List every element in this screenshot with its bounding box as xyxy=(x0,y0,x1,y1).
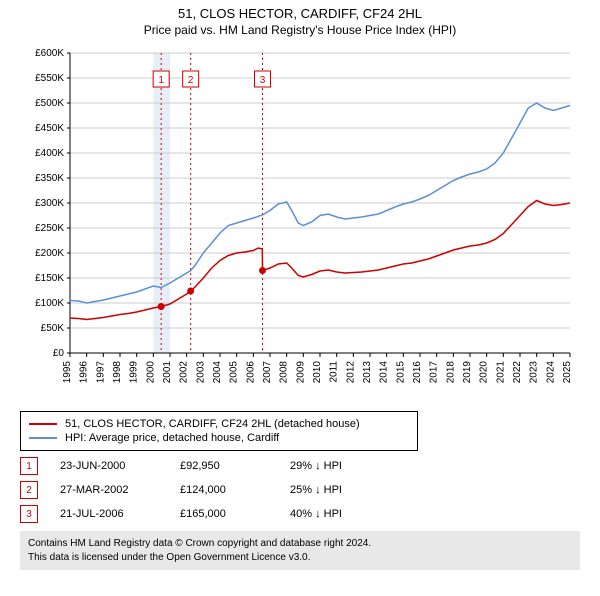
legend: 51, CLOS HECTOR, CARDIFF, CF24 2HL (deta… xyxy=(20,411,418,451)
svg-text:2007: 2007 xyxy=(262,361,273,384)
legend-item: HPI: Average price, detached house, Card… xyxy=(29,432,409,444)
svg-text:2020: 2020 xyxy=(479,361,490,384)
svg-text:2014: 2014 xyxy=(379,361,390,384)
svg-text:2002: 2002 xyxy=(179,361,190,384)
svg-text:2001: 2001 xyxy=(162,361,173,384)
svg-text:1998: 1998 xyxy=(112,361,123,384)
svg-text:3: 3 xyxy=(260,75,266,86)
svg-text:£300K: £300K xyxy=(35,198,64,209)
footer-line-1: Contains HM Land Registry data © Crown c… xyxy=(28,537,572,551)
svg-text:2016: 2016 xyxy=(412,361,423,384)
svg-text:2023: 2023 xyxy=(529,361,540,384)
chart-container: £0 £50K £100K £150K £200K £250K £300K £350K £400… xyxy=(20,43,580,403)
chart-subtitle: Price paid vs. HM Land Registry's House … xyxy=(0,23,600,37)
event-row: 3 21-JUL-2006£165,00040% ↓ HPI xyxy=(20,505,580,523)
svg-text:£450K: £450K xyxy=(35,123,64,134)
price-chart: £0 £50K £100K £150K £200K £250K £300K £350K £400… xyxy=(20,43,580,403)
svg-text:2024: 2024 xyxy=(545,361,556,384)
event-delta: 25% ↓ HPI xyxy=(290,484,410,496)
legend-label: HPI: Average price, detached house, Card… xyxy=(65,432,279,444)
svg-text:2006: 2006 xyxy=(245,361,256,384)
svg-text:2019: 2019 xyxy=(462,361,473,384)
svg-text:2018: 2018 xyxy=(445,361,456,384)
events-table: 1 23-JUN-2000£92,95029% ↓ HPI 2 27-MAR-2002… xyxy=(20,457,580,523)
svg-text:2003: 2003 xyxy=(195,361,206,384)
event-badge: 1 xyxy=(20,457,38,475)
event-date: 21-JUL-2006 xyxy=(60,508,180,520)
svg-text:£600K: £600K xyxy=(35,48,64,59)
svg-text:2008: 2008 xyxy=(279,361,290,384)
svg-text:2015: 2015 xyxy=(395,361,406,384)
event-row: 2 27-MAR-2002£124,00025% ↓ HPI xyxy=(20,481,580,499)
svg-text:2010: 2010 xyxy=(312,361,323,384)
svg-text:£250K: £250K xyxy=(35,223,64,234)
event-price: £92,950 xyxy=(180,460,290,472)
svg-text:2005: 2005 xyxy=(229,361,240,384)
footer-attribution: Contains HM Land Registry data © Crown c… xyxy=(20,531,580,570)
legend-label: 51, CLOS HECTOR, CARDIFF, CF24 2HL (deta… xyxy=(65,418,360,430)
svg-text:2022: 2022 xyxy=(512,361,523,384)
svg-text:1997: 1997 xyxy=(95,361,106,384)
svg-text:1996: 1996 xyxy=(79,361,90,384)
event-badge: 2 xyxy=(20,481,38,499)
legend-swatch xyxy=(29,423,57,425)
svg-text:2000: 2000 xyxy=(145,361,156,384)
svg-text:2017: 2017 xyxy=(429,361,440,384)
chart-title: 51, CLOS HECTOR, CARDIFF, CF24 2HL xyxy=(0,6,600,21)
svg-text:£500K: £500K xyxy=(35,98,64,109)
event-date: 27-MAR-2002 xyxy=(60,484,180,496)
legend-item: 51, CLOS HECTOR, CARDIFF, CF24 2HL (deta… xyxy=(29,418,409,430)
svg-text:£0: £0 xyxy=(53,348,65,359)
svg-text:£200K: £200K xyxy=(35,248,64,259)
event-row: 1 23-JUN-2000£92,95029% ↓ HPI xyxy=(20,457,580,475)
svg-text:2004: 2004 xyxy=(212,361,223,384)
svg-text:1999: 1999 xyxy=(129,361,140,384)
svg-text:2013: 2013 xyxy=(362,361,373,384)
svg-text:2025: 2025 xyxy=(562,361,573,384)
event-badge: 3 xyxy=(20,505,38,523)
svg-text:£100K: £100K xyxy=(35,298,64,309)
svg-text:2011: 2011 xyxy=(329,361,340,383)
svg-text:£150K: £150K xyxy=(35,273,64,284)
svg-text:1: 1 xyxy=(158,75,164,86)
legend-swatch xyxy=(29,437,57,439)
svg-text:£550K: £550K xyxy=(35,73,64,84)
svg-text:£50K: £50K xyxy=(41,323,65,334)
svg-text:2012: 2012 xyxy=(345,361,356,384)
event-delta: 29% ↓ HPI xyxy=(290,460,410,472)
svg-text:1995: 1995 xyxy=(62,361,73,384)
event-date: 23-JUN-2000 xyxy=(60,460,180,472)
event-price: £124,000 xyxy=(180,484,290,496)
svg-text:£350K: £350K xyxy=(35,173,64,184)
footer-line-2: This data is licensed under the Open Gov… xyxy=(28,551,572,565)
event-delta: 40% ↓ HPI xyxy=(290,508,410,520)
svg-text:2009: 2009 xyxy=(295,361,306,384)
event-price: £165,000 xyxy=(180,508,290,520)
svg-text:2021: 2021 xyxy=(495,361,506,384)
svg-text:£400K: £400K xyxy=(35,148,64,159)
svg-text:2: 2 xyxy=(188,75,194,86)
